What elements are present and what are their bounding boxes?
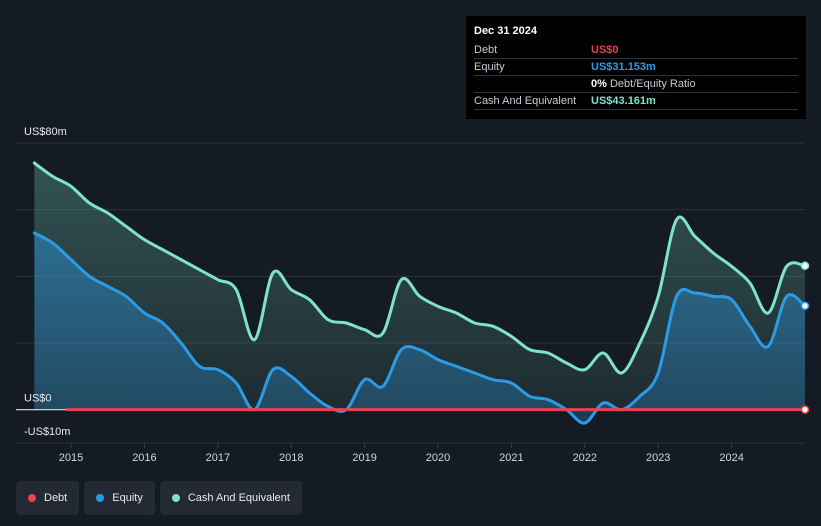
x-tick-label: 2022 xyxy=(573,452,597,464)
tooltip-label: Equity xyxy=(474,61,505,73)
legend-dot-icon xyxy=(28,494,36,502)
legend-dot-icon xyxy=(171,494,180,502)
tooltip-label xyxy=(474,76,591,92)
legend-label: Cash And Equivalent xyxy=(187,492,290,504)
end-marker-cash-and-equivalent xyxy=(800,261,810,271)
line-cash-and-equivalent xyxy=(32,161,807,375)
series-lines xyxy=(16,161,807,425)
y-tick-label: US$80m xyxy=(24,126,67,138)
tooltip-label: Cash And Equivalent xyxy=(474,95,577,107)
y-axis-labels: US$80m US$0 -US$10m xyxy=(24,126,70,438)
x-tick-label: 2020 xyxy=(426,452,450,464)
end-marker-debt xyxy=(800,405,810,414)
series-end-markers xyxy=(800,261,810,414)
tooltip-date: Dec 31 2024 xyxy=(474,25,537,37)
tooltip-row-ratio: 0% Debt/Equity Ratio xyxy=(474,75,798,92)
x-tick-label: 2016 xyxy=(132,452,156,464)
end-marker-equity xyxy=(800,301,810,311)
tooltip-value: US$43.161m xyxy=(591,95,656,107)
legend-label: Debt xyxy=(44,492,68,504)
area-cash-and-equivalent xyxy=(34,163,806,410)
x-tick-label: 2018 xyxy=(279,452,303,464)
legend-item-debt[interactable]: Debt xyxy=(16,481,80,515)
y-tick-label: -US$10m xyxy=(24,426,70,438)
x-axis-ticks: 2015 2016 2017 2018 2019 2020 2021 2022 2023 2024 xyxy=(59,443,744,464)
tooltip-value: 0% xyxy=(591,78,607,90)
x-tick-label: 2023 xyxy=(646,452,670,464)
legend-item-cash[interactable]: Cash And Equivalent xyxy=(159,481,302,515)
tooltip-ratio: 0% Debt/Equity Ratio xyxy=(591,76,696,92)
tooltip-row-equity: Equity US$31.153m xyxy=(474,58,798,75)
series-areas xyxy=(34,163,806,424)
legend-dot-icon xyxy=(96,494,105,502)
tooltip-value: US$31.153m xyxy=(591,61,656,73)
x-tick-label: 2024 xyxy=(719,452,743,464)
y-tick-label: US$0 xyxy=(24,393,52,405)
x-tick-label: 2019 xyxy=(352,452,376,464)
legend-item-equity[interactable]: Equity xyxy=(84,481,155,515)
tooltip-label: Debt xyxy=(474,44,498,56)
tooltip-row-cash: Cash And Equivalent US$43.161m xyxy=(474,92,798,110)
line-equity xyxy=(32,231,807,425)
x-tick-label: 2017 xyxy=(206,452,230,464)
legend-label: Equity xyxy=(112,492,143,504)
tooltip-value: US$0 xyxy=(591,44,619,56)
x-tick-label: 2021 xyxy=(499,452,523,464)
tooltip-panel: Dec 31 2024 Debt US$0 Equity US$31.153m … xyxy=(466,16,806,119)
tooltip-row-debt: Debt US$0 xyxy=(474,42,798,58)
legend: Debt Equity Cash And Equivalent xyxy=(16,481,302,515)
tooltip-suffix: Debt/Equity Ratio xyxy=(606,78,696,90)
x-tick-label: 2015 xyxy=(59,452,83,464)
